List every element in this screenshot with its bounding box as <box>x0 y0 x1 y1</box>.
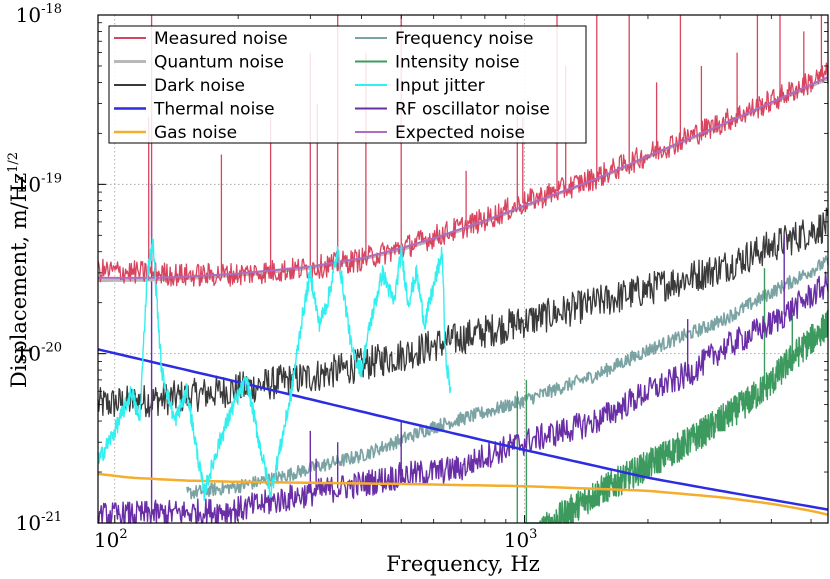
legend-label-intensity-noise: Intensity noise <box>395 53 520 73</box>
legend-label-rf-oscillator-noise: RF oscillator noise <box>395 100 550 120</box>
series-line-dark-noise <box>97 207 829 418</box>
x-tick-label: 102 <box>94 527 128 552</box>
series-line-gas-noise <box>97 472 829 516</box>
series-line-thermal-noise <box>97 348 829 511</box>
legend-label-measured-noise: Measured noise <box>154 29 288 49</box>
legend-label-dark-noise: Dark noise <box>154 76 245 96</box>
series-line-expected-noise <box>98 76 829 279</box>
y-tick-label: 10-20 <box>16 341 62 366</box>
series-line-input-jitter <box>97 238 452 501</box>
series-line-rf-oscillator-noise <box>98 184 829 524</box>
y-tick-label: 10-21 <box>16 510 62 535</box>
y-axis-label-exponent: 1/2 <box>6 152 21 173</box>
x-tick-label: 103 <box>504 527 538 552</box>
legend-label-quantum-noise: Quantum noise <box>154 53 284 73</box>
y-axis-label: Displacement, m/Hz <box>7 173 31 388</box>
plot-frame <box>97 14 829 524</box>
legend-label-gas-noise: Gas noise <box>154 123 237 143</box>
legend-label-thermal-noise: Thermal noise <box>153 100 275 120</box>
legend: Measured noise Quantum noise Dark noise The… <box>108 25 587 144</box>
series-line-frequency-noise <box>186 255 829 500</box>
ticks: 102 103 10-21 10-20 10-19 10-18 <box>16 2 828 552</box>
svg-text:Displacement, m/Hz1/2: Displacement, m/Hz1/2 <box>6 152 31 388</box>
legend-label-input-jitter: Input jitter <box>395 76 485 96</box>
legend-box <box>108 25 587 144</box>
y-tick-label: 10-19 <box>16 171 62 196</box>
legend-label-expected-noise: Expected noise <box>395 123 525 143</box>
y-tick-label: 10-18 <box>16 2 62 27</box>
x-axis-label: Frequency, Hz <box>386 552 540 576</box>
legend-label-frequency-noise: Frequency noise <box>395 29 533 49</box>
y-axis-label-group: Displacement, m/Hz1/2 <box>6 152 31 388</box>
